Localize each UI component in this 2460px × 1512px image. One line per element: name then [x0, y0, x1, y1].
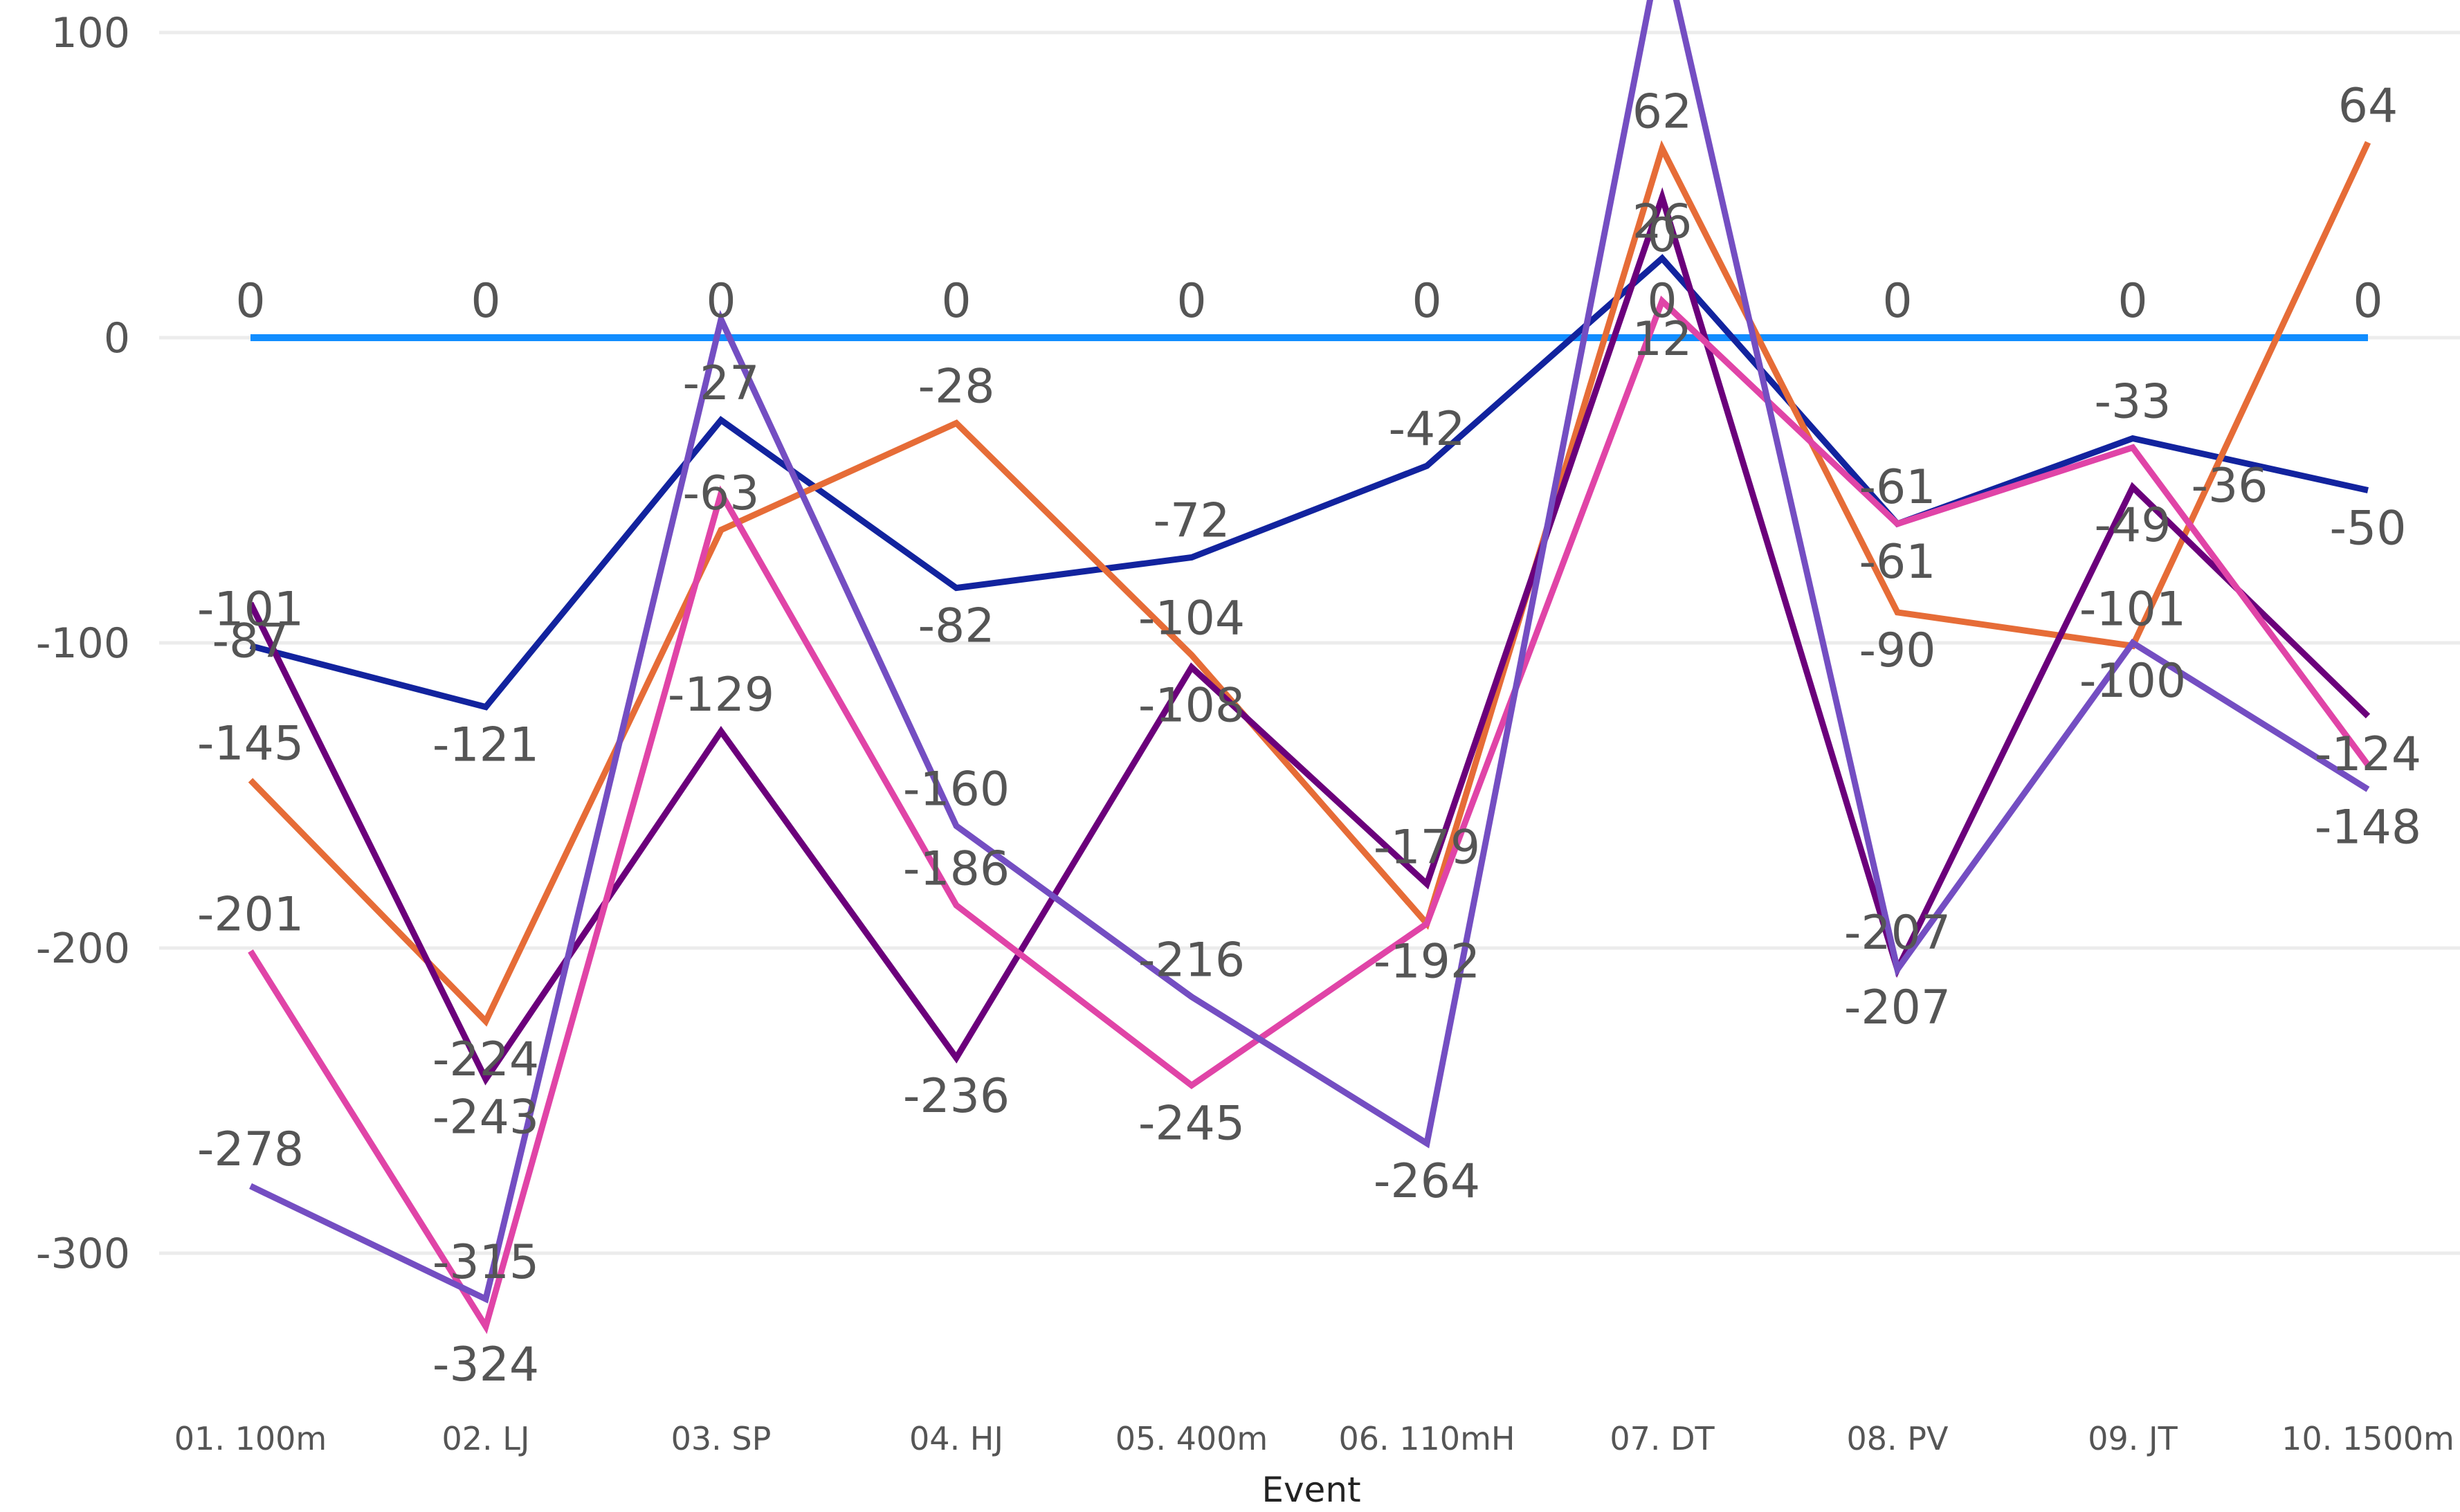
data-label: -100	[2079, 654, 2186, 709]
data-label: -224	[432, 1032, 539, 1087]
data-label: 0	[1882, 274, 1912, 329]
x-tick-label: 04. HJ	[909, 1420, 1003, 1457]
data-label: -27	[682, 356, 759, 411]
data-label: -179	[1374, 820, 1480, 875]
y-axis: 100 0 -100 -200 -300	[36, 9, 130, 1278]
y-tick-label: -200	[36, 924, 130, 973]
data-label: 0	[2117, 274, 2147, 329]
data-label: -278	[197, 1122, 304, 1177]
data-label: -145	[197, 716, 304, 771]
data-label: -243	[432, 1091, 539, 1145]
x-tick-label: 01. 100m	[174, 1420, 327, 1457]
x-tick-label: 03. SP	[671, 1420, 772, 1457]
x-axis-title: Event	[1261, 1470, 1360, 1510]
data-label: 12	[1632, 312, 1693, 367]
data-label: -72	[1153, 494, 1230, 549]
data-label: 62	[1632, 85, 1693, 140]
series-line-5	[248, 295, 2371, 1334]
data-label: 0	[1176, 274, 1206, 329]
data-label: 0	[706, 274, 736, 329]
data-label: -207	[1844, 906, 1951, 960]
data-label: -28	[918, 359, 994, 414]
series-lines	[247, 0, 2371, 1334]
data-label: -33	[2094, 375, 2171, 430]
x-tick-label: 05. 400m	[1115, 1420, 1268, 1457]
data-label: 0	[1647, 208, 1677, 263]
x-tick-label: 09. JT	[2088, 1420, 2178, 1457]
data-label: -49	[2094, 498, 2171, 553]
data-label: -101	[197, 582, 304, 637]
data-label: 0	[1412, 274, 1441, 329]
data-label: -201	[197, 887, 304, 942]
data-label: -324	[432, 1338, 539, 1392]
data-label: -207	[1844, 981, 1951, 1035]
data-label: -104	[1138, 592, 1245, 646]
series-line-6	[249, 0, 2370, 1304]
y-tick-label: 0	[104, 314, 130, 363]
data-label: -216	[1138, 933, 1245, 988]
data-label: 0	[2353, 274, 2382, 329]
series-line-3	[248, 140, 2371, 1027]
data-label: -264	[1374, 1154, 1480, 1209]
data-label: -245	[1138, 1096, 1245, 1151]
y-tick-label: 100	[51, 9, 130, 57]
data-label: -36	[2191, 459, 2268, 513]
data-label: -148	[2315, 801, 2421, 855]
x-tick-label: 02. LJ	[442, 1420, 530, 1457]
x-tick-label: 06. 110mH	[1339, 1420, 1515, 1457]
data-label: -82	[918, 599, 994, 654]
data-label: 26	[1632, 194, 1693, 249]
data-label: 0	[235, 274, 265, 329]
data-label: -315	[432, 1235, 539, 1290]
data-label: -160	[903, 763, 1010, 817]
data-labels: 0 0 0 0 0 0 0 0 0 0 -101 -121 -27 -82 -72 -42 26 -61 -33 -5…	[197, 79, 2421, 1392]
series-line-2	[249, 253, 2369, 711]
data-label: -101	[2079, 582, 2186, 637]
data-label: -50	[2329, 502, 2406, 556]
data-label: -63	[682, 466, 759, 521]
y-tick-label: -100	[36, 619, 130, 668]
data-label: 64	[2338, 79, 2398, 134]
data-label: -90	[1859, 623, 1935, 678]
y-tick-label: -300	[36, 1230, 130, 1278]
data-label: -87	[212, 614, 289, 669]
data-label: -61	[1859, 460, 1935, 515]
data-label: -108	[1138, 678, 1245, 733]
data-label: -42	[1388, 402, 1465, 457]
data-label: -186	[903, 841, 1010, 896]
data-label: 0	[471, 274, 500, 329]
x-tick-label: 08. PV	[1847, 1420, 1949, 1457]
x-tick-label: 07. DT	[1610, 1420, 1715, 1457]
data-label: -121	[432, 718, 539, 773]
data-label: -129	[668, 668, 774, 722]
x-tick-label: 10. 1500m	[2281, 1420, 2454, 1457]
data-label: 0	[1647, 274, 1677, 329]
data-label: -192	[1374, 935, 1480, 990]
data-label: -61	[1859, 535, 1935, 590]
data-label: -124	[2315, 727, 2421, 782]
data-label: 0	[941, 274, 971, 329]
data-label: -236	[903, 1069, 1010, 1124]
x-axis: 01. 100m 02. LJ 03. SP 04. HJ 05. 400m 06. 11…	[174, 1420, 2454, 1457]
